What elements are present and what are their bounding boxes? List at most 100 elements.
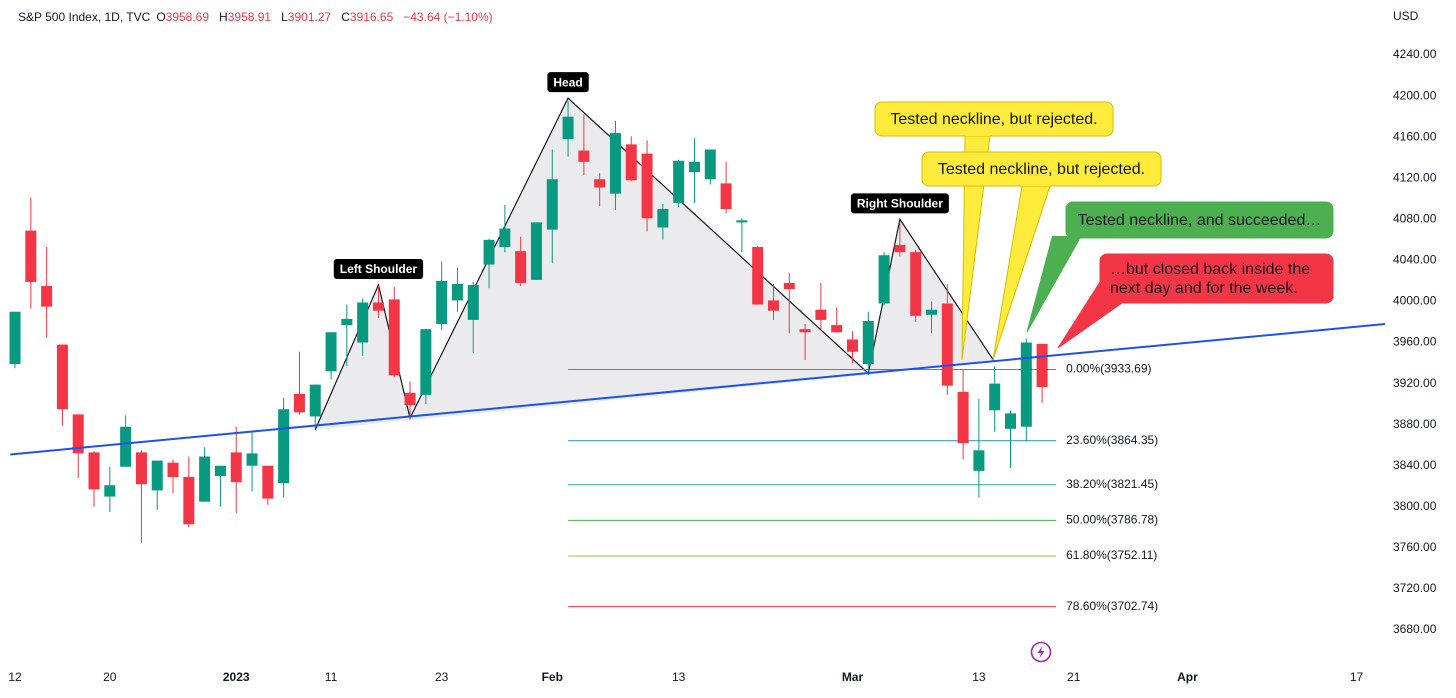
y-tick-label: 3960.00: [1393, 335, 1437, 349]
candle-body: [9, 311, 21, 365]
y-tick-label: 4000.00: [1393, 294, 1437, 308]
candle-body: [783, 282, 795, 290]
ohlc-key: L: [281, 10, 288, 24]
ohlc-value: 3901.27: [288, 10, 332, 24]
x-tick-label: 11: [325, 670, 338, 684]
pattern-shade: [315, 98, 995, 430]
candle-body: [704, 149, 716, 180]
candle-body: [467, 285, 479, 320]
fib-label: 78.60%(3702.74): [1066, 599, 1158, 613]
candle-body: [562, 116, 574, 140]
candle-body: [530, 222, 542, 280]
pattern-line: [314, 97, 996, 431]
candle-body: [357, 302, 369, 343]
symbol: S&P 500 Index, 1D, TVC: [18, 10, 151, 24]
pattern-tag: Left Shoulder: [340, 262, 418, 276]
pattern-tag: Head: [553, 75, 582, 89]
y-tick-label: 3880.00: [1393, 417, 1437, 431]
pattern-tag-bg: [333, 259, 424, 280]
callout-joint: [965, 134, 990, 136]
candle-body: [673, 160, 685, 203]
pattern-tag: Right Shoulder: [857, 196, 943, 210]
y-tick-label: 4120.00: [1393, 170, 1437, 184]
candle-body: [752, 247, 764, 305]
candle-body: [799, 329, 811, 333]
fib-label: 0.00%(3933.69): [1066, 362, 1151, 376]
bolt-icon[interactable]: [1030, 641, 1052, 663]
candle-body: [72, 414, 84, 454]
candle-body: [609, 133, 621, 194]
callout-box: [1065, 201, 1334, 239]
candle-body: [483, 239, 495, 265]
candle-body: [1036, 343, 1048, 388]
callout-box: [1099, 253, 1334, 304]
candle-body: [688, 161, 700, 173]
callout-joint: [1022, 184, 1050, 186]
x-tick-label: 13: [972, 670, 986, 684]
candle-body: [167, 462, 179, 478]
candle-body: [831, 325, 843, 333]
y-tick-label: 3760.00: [1393, 540, 1437, 554]
candle-body: [104, 485, 116, 497]
candle-body: [293, 393, 305, 413]
candle-body: [436, 280, 448, 325]
x-tick-label: Mar: [842, 670, 864, 684]
fib-label: 50.00%(3786.78): [1066, 513, 1158, 527]
callout-text: Tested neckline, but rejected.: [890, 111, 1097, 128]
x-tick-label: 2023: [223, 670, 250, 684]
candle-body: [767, 300, 779, 311]
candle-body: [199, 456, 211, 502]
candle-body: [594, 179, 606, 188]
y-tick-label: 4200.00: [1393, 88, 1437, 102]
fib-label: 61.80%(3752.11): [1066, 548, 1157, 562]
candle-body: [309, 384, 321, 417]
candle-body: [973, 450, 985, 471]
candle-body: [183, 477, 195, 525]
x-tick-label: 20: [103, 670, 117, 684]
fib-label: 23.60%(3864.35): [1066, 433, 1158, 447]
candle-body: [56, 344, 68, 410]
candle-body: [625, 144, 637, 181]
callout-joint: [1100, 280, 1122, 303]
y-tick-label: 3800.00: [1393, 499, 1437, 513]
ohlc-key: C: [341, 10, 350, 24]
candle-body: [372, 302, 384, 311]
y-tick-label: 4160.00: [1393, 129, 1437, 143]
candle-body: [88, 452, 100, 490]
y-tick-label: 3680.00: [1393, 622, 1437, 636]
bolt[interactable]: [1037, 646, 1045, 658]
x-tick-label: Feb: [542, 670, 563, 684]
x-tick-label: 17: [1350, 670, 1364, 684]
candle-body: [151, 460, 163, 491]
y-tick-label: 3720.00: [1393, 581, 1437, 595]
x-tick-label: 21: [1067, 670, 1081, 684]
neckline: [10, 323, 1386, 456]
y-tick-label: 3920.00: [1393, 376, 1437, 390]
ohlc-key: O: [156, 10, 165, 24]
currency-label: USD: [1393, 9, 1419, 23]
candle-body: [41, 286, 53, 307]
candle-body: [815, 309, 827, 320]
candle-body: [25, 230, 37, 282]
candle-body: [910, 252, 922, 316]
candle-body: [925, 309, 937, 315]
candle-body: [878, 255, 890, 304]
callout-box: [874, 101, 1114, 137]
candle-body: [736, 220, 748, 223]
x-tick-label: Apr: [1177, 670, 1198, 684]
candle-body: [657, 209, 669, 228]
candle-body: [720, 183, 732, 210]
ohlc-value: 3958.91: [228, 10, 272, 24]
ohlc-key: H: [219, 10, 228, 24]
x-tick-label: 13: [672, 670, 686, 684]
change: −43.64 (−1.10%): [403, 10, 492, 24]
candle-body: [246, 453, 258, 466]
candle-body: [941, 303, 953, 386]
candle-body: [989, 383, 1001, 411]
candle-body: [214, 465, 226, 477]
candle-body: [578, 150, 590, 162]
candle-body: [404, 392, 416, 406]
callout-pointer: [1026, 237, 1081, 333]
candle-body: [546, 179, 558, 230]
x-tick-label: 23: [435, 670, 449, 684]
